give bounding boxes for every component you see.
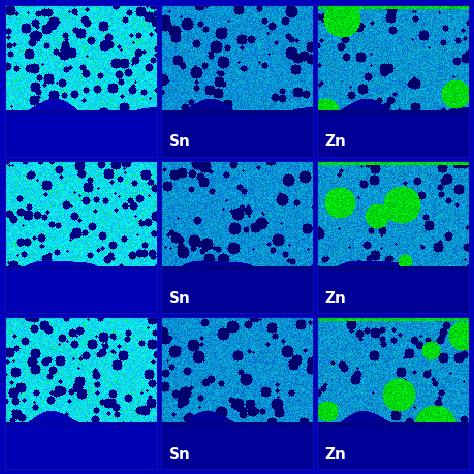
Text: Sn: Sn (168, 447, 191, 462)
Text: Zn: Zn (325, 135, 346, 149)
Text: Zn: Zn (325, 291, 346, 306)
Text: Sn: Sn (168, 135, 191, 149)
Text: Zn: Zn (325, 447, 346, 462)
Text: Sn: Sn (168, 291, 191, 306)
